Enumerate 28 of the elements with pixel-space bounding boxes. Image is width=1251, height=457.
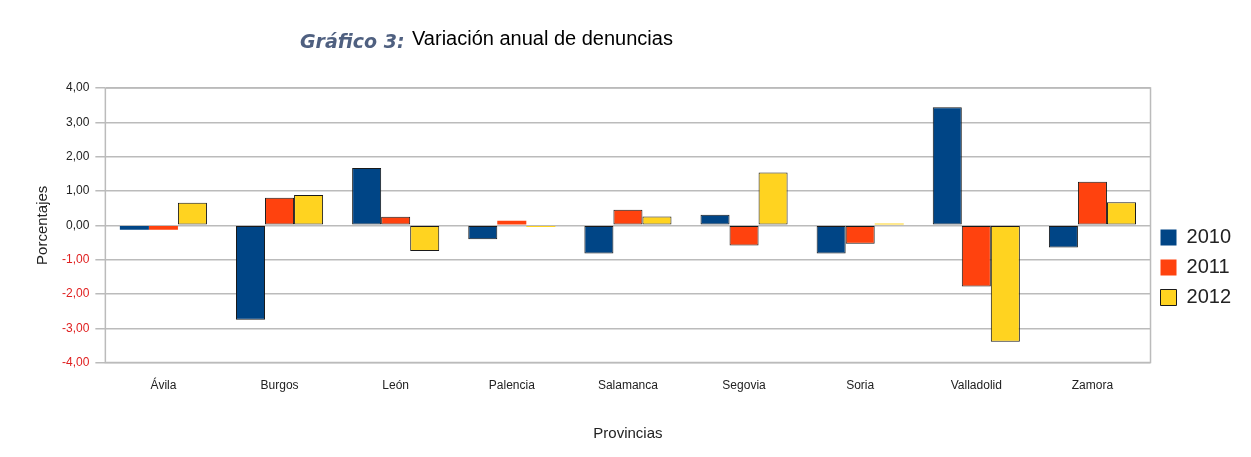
chart-title: Gráfico 3: — [300, 30, 405, 52]
x-tick-label: Valladolid — [950, 378, 1002, 393]
y-tick-label: 2,00 — [65, 148, 90, 163]
legend-label: 2011 — [1186, 255, 1230, 278]
y-tick-label: 0,00 — [65, 217, 90, 232]
y-tick-label: 1,00 — [65, 183, 90, 198]
legend-label: 2010 — [1186, 225, 1232, 248]
x-tick-label: Salamanca — [597, 378, 659, 393]
bar — [497, 220, 527, 225]
x-tick-label: Soria — [846, 378, 875, 393]
x-tick-label: Zamora — [1071, 378, 1114, 393]
legend-label: 2012 — [1186, 285, 1232, 308]
y-tick-label: -2,00 — [61, 286, 90, 301]
x-tick-label: Palencia — [488, 378, 536, 393]
bar — [148, 226, 178, 230]
y-tick-label: 3,00 — [65, 114, 90, 129]
bar — [119, 226, 149, 230]
y-axis-title: Porcentajes — [33, 185, 51, 265]
x-tick-label: Ávila — [150, 377, 177, 393]
x-axis-title: Provincias — [593, 424, 663, 442]
y-tick-label: 4,00 — [65, 80, 90, 95]
x-tick-label: Segovia — [722, 378, 767, 393]
chart-subtitle: Variación anual de denuncias — [412, 27, 673, 50]
x-tick-label: León — [382, 378, 410, 393]
y-tick-label: -1,00 — [61, 251, 90, 266]
y-tick-label: -3,00 — [61, 320, 90, 335]
x-tick-label: Burgos — [260, 378, 299, 393]
y-tick-label: -4,00 — [61, 354, 90, 369]
